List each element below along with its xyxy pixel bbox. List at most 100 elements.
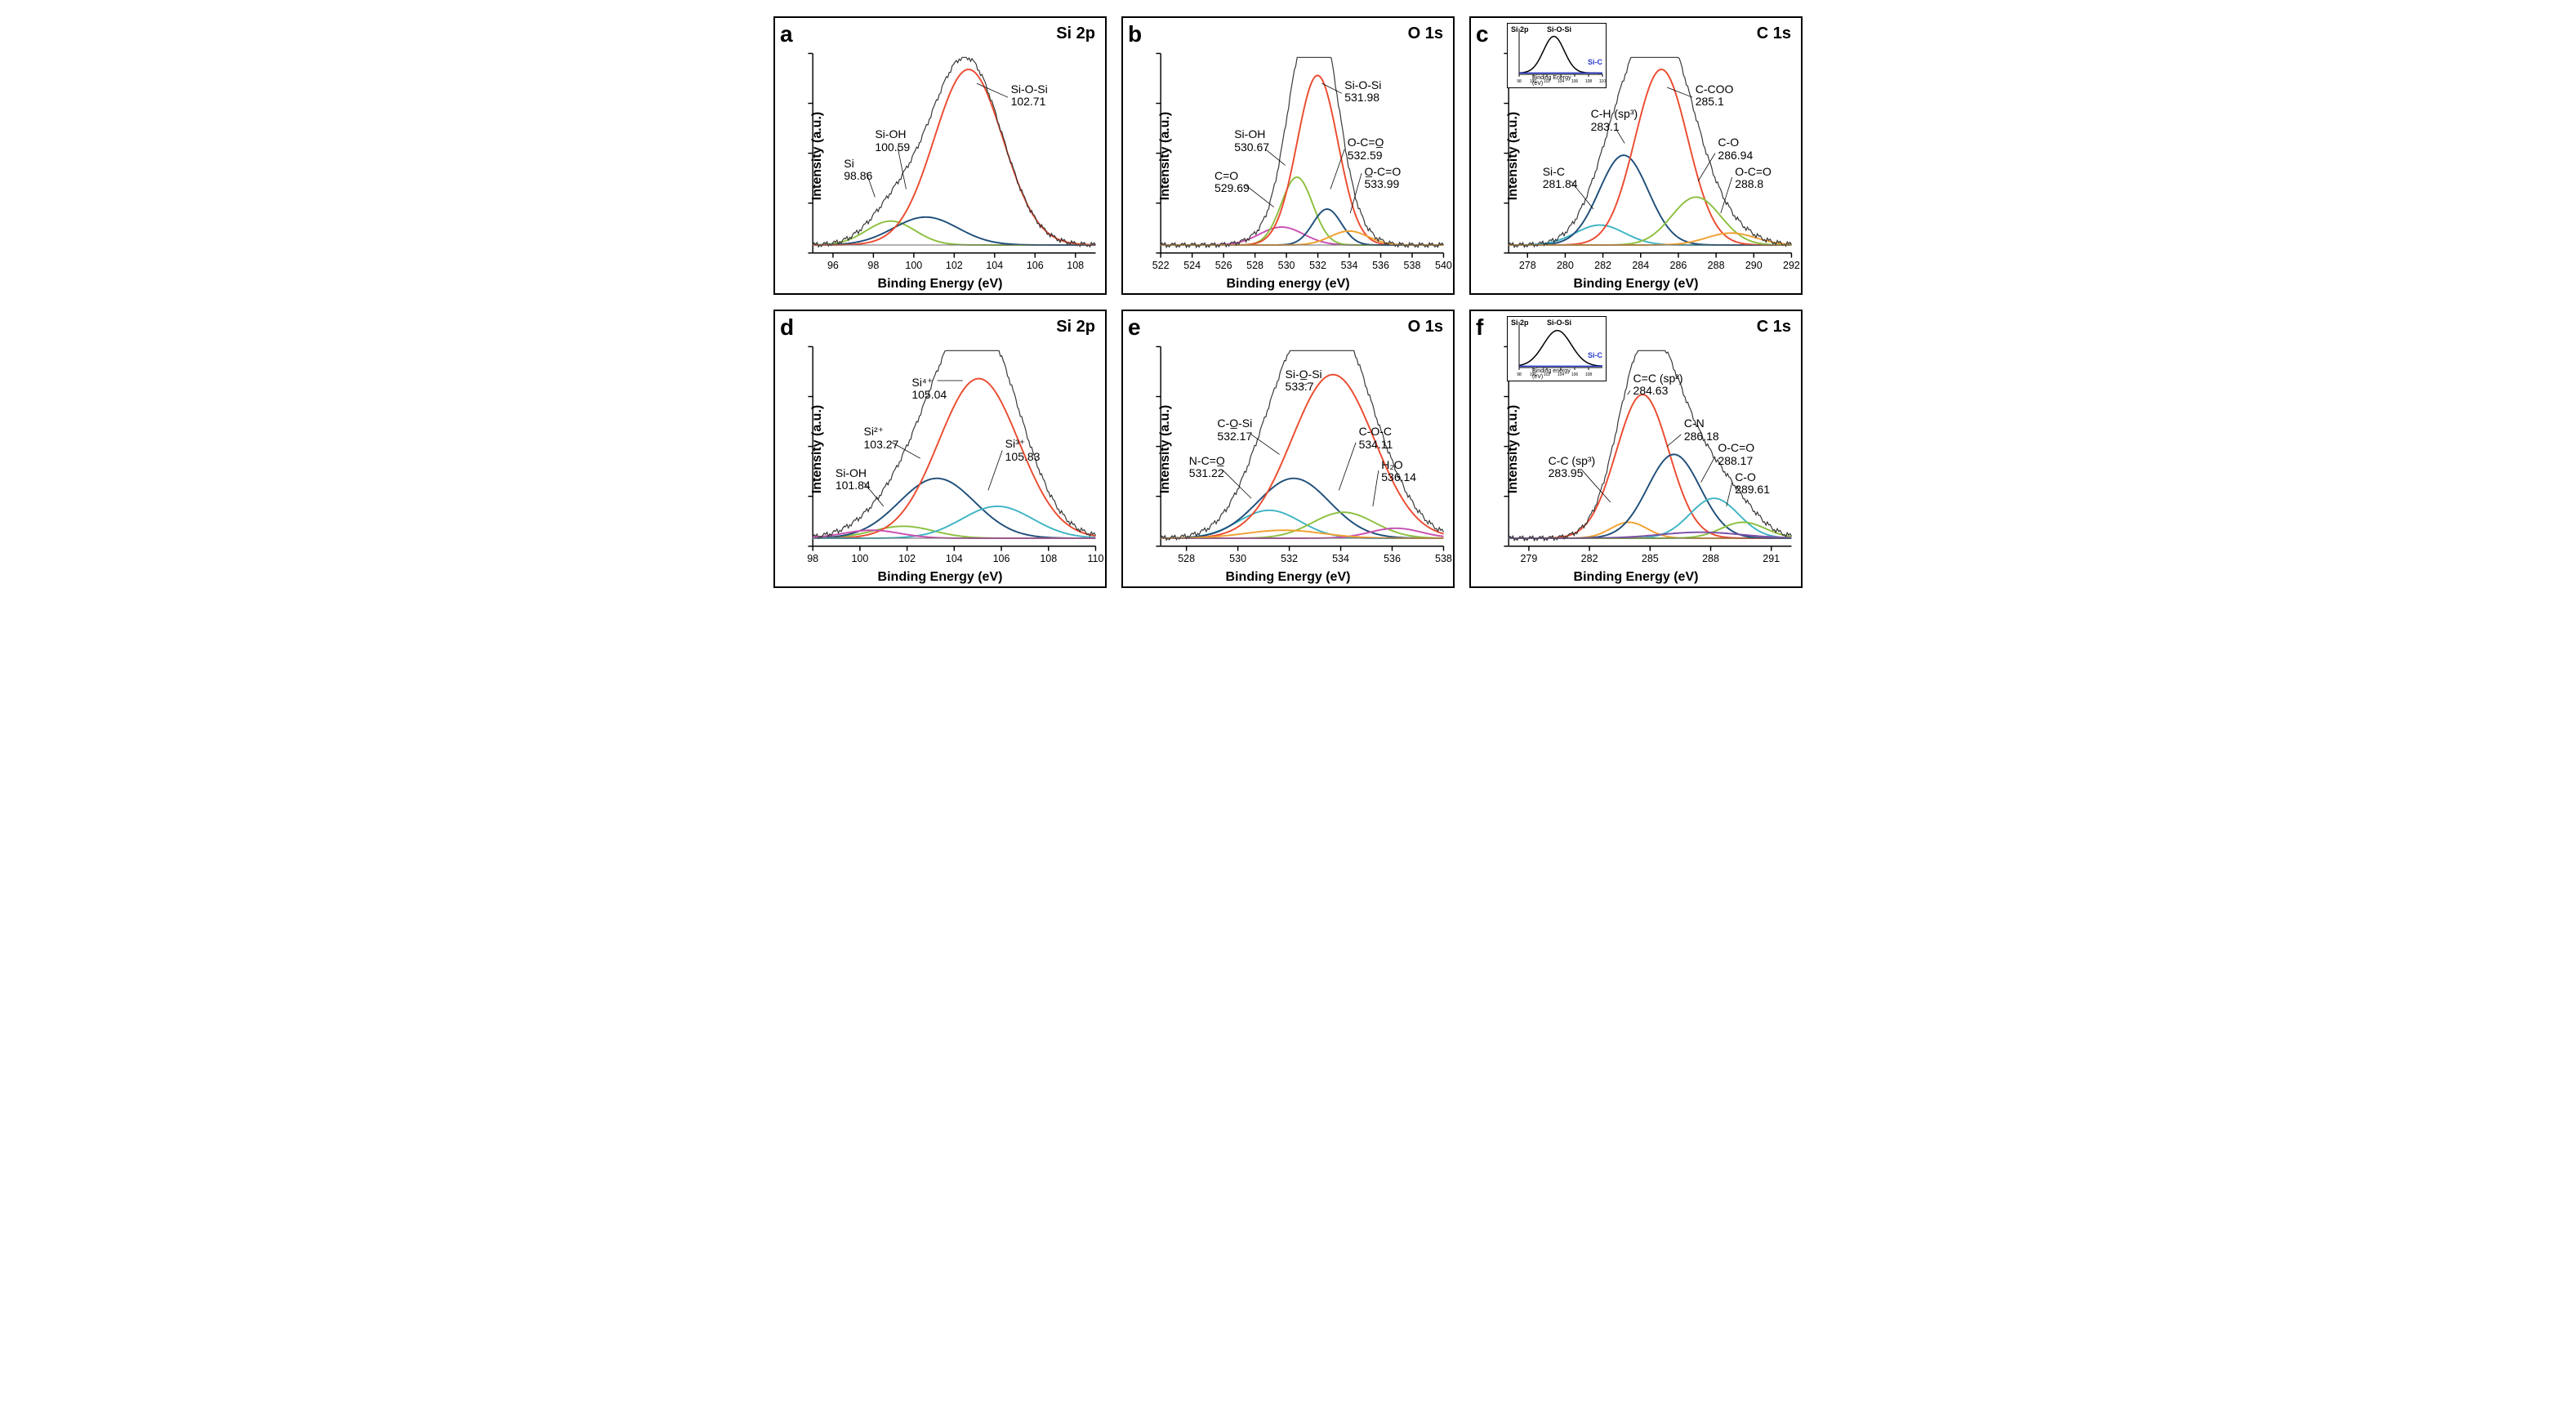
peak-energy-value: 281.84 [1543,178,1578,190]
inset-title: Si 2p [1511,319,1529,327]
svg-text:291: 291 [1763,553,1780,564]
peak-species: Si-O̲-Si [1286,368,1322,381]
svg-text:98: 98 [867,260,879,271]
peak-energy-value: 533.7 [1286,381,1322,393]
svg-text:98: 98 [1517,372,1522,377]
peak-annotation: O-C=O288.17 [1718,442,1754,467]
panel-letter: b [1128,21,1142,47]
svg-text:104: 104 [986,260,1003,271]
svg-text:288: 288 [1702,553,1719,564]
svg-text:102: 102 [898,553,916,564]
svg-text:280: 280 [1557,260,1574,271]
peak-species: C-O [1718,136,1753,149]
peak-species: C-H (sp³) [1591,108,1638,120]
svg-text:98: 98 [807,553,818,564]
peak-annotation: C-N286.18 [1684,417,1719,443]
peak-energy-value: 98.86 [844,170,872,182]
svg-text:538: 538 [1404,260,1421,271]
peak-energy-value: 534.11 [1359,439,1393,451]
peak-species: H₂O [1381,459,1416,471]
y-axis-label: Intensity (a.u.) [1506,404,1521,492]
peak-species: O-C=O [1735,166,1772,178]
peak-energy-value: 284.63 [1633,385,1683,397]
peak-species: Si-OH [836,467,871,479]
peak-species: Si-O-Si [1344,79,1381,91]
peak-species: Si-C [1543,166,1578,178]
peak-energy-value: 533.99 [1364,178,1401,190]
peak-species: O-C=O̲ [1348,136,1384,149]
svg-text:100: 100 [905,260,922,271]
inset-x-label: Binding Energy (eV) [1532,75,1581,87]
peak-species: C=C (sp²) [1633,372,1683,385]
spectrum-title: Si 2p [1056,25,1095,43]
peak-energy-value: 288.17 [1718,455,1754,467]
svg-text:536: 536 [1372,260,1389,271]
y-axis-label: Intensity (a.u.) [1158,111,1173,199]
peak-energy-value: 101.84 [836,479,871,492]
peak-annotation: Si98.86 [844,158,872,183]
svg-text:290: 290 [1745,260,1763,271]
svg-text:108: 108 [1585,372,1593,377]
panel-c: c C 1s Intensity (a.u.) Binding Energy (eV)… [1469,16,1803,295]
svg-text:96: 96 [827,260,839,271]
peak-annotation: C-O̲-Si532.17 [1217,417,1252,443]
peak-energy-value: 532.17 [1217,430,1252,443]
inset-plot: 98100102104106108Si 2pSi-O-SiSi-CBinding… [1507,316,1607,381]
peak-species: C-N [1684,417,1719,430]
svg-text:534: 534 [1332,553,1349,564]
panel-d: dSi 2pIntensity (a.u.)Binding Energy (eV… [773,310,1107,588]
svg-text:532: 532 [1309,260,1326,271]
peak-species: C-O [1735,471,1770,484]
y-axis-label: Intensity (a.u.) [810,111,825,199]
peak-energy-value: 289.61 [1735,484,1770,496]
svg-text:288: 288 [1708,260,1725,271]
svg-text:528: 528 [1246,260,1263,271]
x-axis-label: Binding Energy (eV) [1574,277,1699,292]
peak-species: C-C (sp³) [1549,455,1596,467]
x-axis-label: Binding Energy (eV) [1574,570,1699,585]
inset-x-label: Binding energy (eV) [1532,368,1581,380]
peak-annotation: O-C=O288.8 [1735,166,1772,191]
inset-plot: 98100102104106108110Si 2pSi-O-SiSi-CBind… [1507,23,1607,88]
peak-energy-value: 536.14 [1381,471,1416,484]
peak-annotation: Si-C281.84 [1543,166,1578,191]
peak-energy-value: 286.18 [1684,430,1719,443]
panel-letter: d [780,314,794,341]
svg-text:532: 532 [1281,553,1298,564]
spectrum-title: Si 2p [1056,318,1095,336]
panel-a: aSi 2pIntensity (a.u.)Binding Energy (eV… [773,16,1107,295]
peak-energy-value: 283.1 [1591,121,1638,133]
peak-species: C-O-C [1359,426,1393,438]
svg-text:524: 524 [1183,260,1201,271]
svg-text:292: 292 [1783,260,1800,271]
panel-letter: c [1476,21,1489,47]
peak-energy-value: 286.94 [1718,149,1753,162]
peak-annotation: C-O286.94 [1718,136,1753,162]
spectrum-title: C 1s [1757,25,1791,43]
svg-text:106: 106 [1027,260,1044,271]
peak-annotation: C-H (sp³)283.1 [1591,108,1638,133]
svg-text:286: 286 [1670,260,1687,271]
peak-annotation: Si³⁺105.83 [1005,438,1041,463]
peak-species: Si-O-Si [1011,83,1048,96]
svg-text:108: 108 [1067,260,1084,271]
svg-text:530: 530 [1278,260,1295,271]
svg-text:538: 538 [1435,553,1452,564]
peak-energy-value: 531.98 [1344,91,1381,104]
svg-text:526: 526 [1215,260,1232,271]
peak-energy-value: 288.8 [1735,178,1772,190]
x-axis-label: Binding Energy (eV) [878,277,1003,292]
spectrum-title: O 1s [1408,318,1443,336]
peak-species: Si-OH [1234,128,1269,140]
svg-text:102: 102 [946,260,963,271]
peak-species: Si [844,158,872,170]
svg-text:536: 536 [1384,553,1401,564]
svg-text:279: 279 [1520,553,1537,564]
xps-figure-grid: aSi 2pIntensity (a.u.)Binding Energy (eV… [773,16,1803,588]
y-axis-label: Intensity (a.u.) [1506,111,1521,199]
svg-text:282: 282 [1594,260,1611,271]
peak-annotation: Si²⁺103.27 [864,426,899,451]
x-axis-label: Binding Energy (eV) [878,570,1003,585]
peak-energy-value: 283.95 [1549,467,1596,479]
peak-annotation: C=O529.69 [1214,170,1250,195]
